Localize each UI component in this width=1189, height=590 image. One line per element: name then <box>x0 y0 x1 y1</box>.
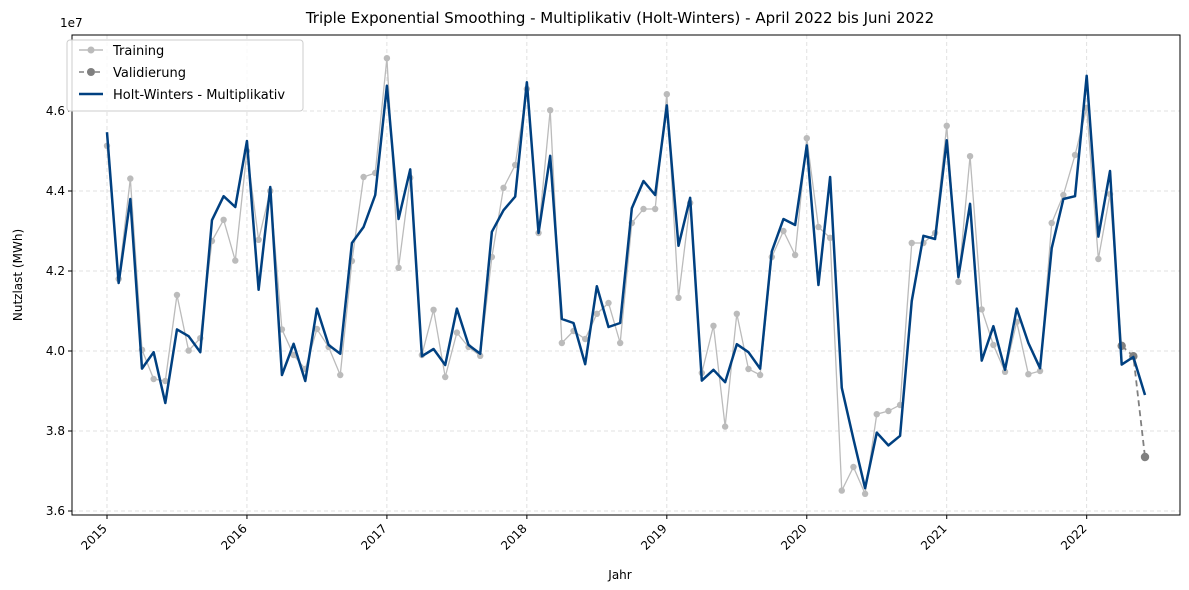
training-point <box>710 322 717 329</box>
legend-training-marker <box>87 46 95 54</box>
training-point <box>220 216 227 223</box>
training-point <box>908 239 915 247</box>
training-point <box>780 227 787 235</box>
training-point <box>558 339 566 347</box>
training-point <box>442 373 449 381</box>
training-point <box>1048 219 1055 227</box>
y-tick-label: 4.2 <box>46 264 65 278</box>
y-tick-label: 4.0 <box>46 344 65 358</box>
training-point <box>955 278 962 285</box>
training-point <box>255 236 262 243</box>
training-point <box>733 310 740 317</box>
y-tick-label: 4.6 <box>46 104 65 118</box>
training-point <box>943 122 950 129</box>
legend-box <box>66 39 304 112</box>
training-point <box>1036 367 1044 375</box>
training-point <box>162 377 169 385</box>
training-point <box>185 347 192 354</box>
y-axis-offset-label: 1e7 <box>60 16 83 30</box>
training-point <box>815 223 822 231</box>
training-point <box>745 365 752 373</box>
legend-validierung-marker <box>87 68 95 76</box>
training-point <box>383 55 391 62</box>
training-point <box>791 251 799 259</box>
training-point <box>512 161 519 169</box>
holt-winters-multiplikativ-series-line <box>105 74 1147 490</box>
training-point <box>546 107 554 114</box>
legend-training-label: Training <box>112 44 164 59</box>
training-point <box>873 411 880 418</box>
training-point <box>663 91 671 98</box>
training-point <box>651 205 659 213</box>
training-point <box>640 205 647 213</box>
training-point <box>721 423 729 430</box>
legend-holt-winters-label: Holt-Winters - Multiplikativ <box>113 88 285 103</box>
training-point <box>1060 191 1067 199</box>
training-point <box>593 310 601 317</box>
training-point <box>1095 255 1102 263</box>
training-point <box>978 306 985 313</box>
training-point <box>838 487 845 494</box>
training-point <box>803 135 810 142</box>
training-point <box>861 490 869 497</box>
training-point <box>1071 151 1079 159</box>
training-point <box>990 341 997 349</box>
training-point <box>430 306 437 313</box>
training-point <box>127 175 134 182</box>
plot-area-frame <box>71 34 1181 516</box>
training-point <box>1025 371 1032 378</box>
training-point <box>850 463 857 471</box>
training-point <box>360 173 367 181</box>
training-point <box>290 351 297 359</box>
training-point <box>337 371 344 379</box>
training-point <box>500 184 507 191</box>
y-tick-label: 3.6 <box>46 504 65 518</box>
training-point <box>313 325 321 333</box>
training-point <box>756 371 764 379</box>
legend-validierung-label: Validierung <box>113 66 186 81</box>
y-tick-label: 3.8 <box>46 424 65 438</box>
training-point <box>675 294 682 301</box>
training-point <box>1001 368 1009 375</box>
y-axis-label: Nutzlast (MWh) <box>11 229 25 321</box>
y-tick-label: 4.4 <box>46 184 65 198</box>
training-point <box>453 329 461 336</box>
training-point <box>826 234 834 241</box>
training-point <box>395 264 402 271</box>
training-point <box>477 352 484 359</box>
training-point <box>150 375 157 383</box>
training-point <box>616 339 624 347</box>
chart-title: Triple Exponential Smoothing - Multiplik… <box>305 9 934 27</box>
training-point <box>966 153 974 160</box>
x-axis-label: Jahr <box>607 568 631 582</box>
training-point <box>173 291 181 299</box>
training-point <box>885 407 892 415</box>
legend: Training Validierung Holt-Winters - Mult… <box>66 39 304 112</box>
training-point <box>581 335 589 343</box>
training-point <box>232 257 239 264</box>
training-point <box>605 299 612 307</box>
validierung-point <box>1140 452 1150 462</box>
series-layer <box>103 55 1150 497</box>
